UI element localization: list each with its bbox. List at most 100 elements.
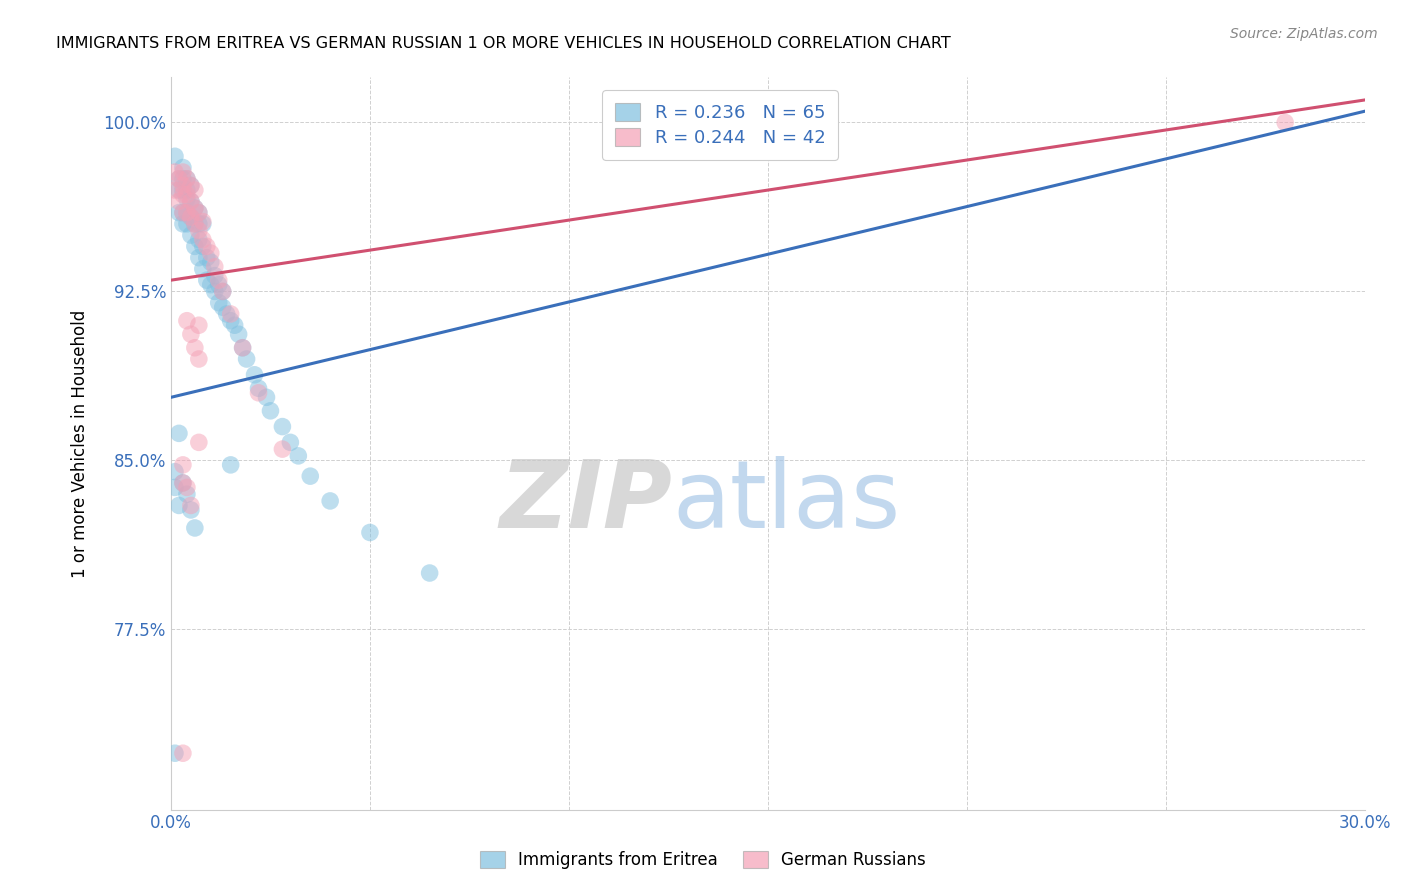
Point [187,224,209,238]
Point [176,217,198,231]
Point [184,201,207,215]
Point [180,178,202,193]
Point [219,458,242,472]
Point [184,341,207,355]
Point [167,194,190,209]
Point [172,205,194,219]
Point [163,465,186,479]
Point [176,205,198,219]
Point [184,201,207,215]
Point [191,217,214,231]
Point [184,217,207,231]
Point [180,194,202,209]
Point [247,385,270,400]
Point [200,277,222,292]
Point [172,217,194,231]
Point [172,171,194,186]
Point [167,171,190,186]
Point [195,239,218,253]
Point [163,165,186,179]
Point [228,327,250,342]
Point [172,161,194,175]
Point [259,404,281,418]
Point [232,341,254,355]
Point [184,521,207,535]
Point [187,205,209,219]
Point [187,217,209,231]
Point [299,469,322,483]
Point [172,205,194,219]
Point [187,233,209,247]
Point [191,239,214,253]
Point [176,192,198,206]
Point [176,171,198,186]
Point [247,381,270,395]
Point [167,205,190,219]
Point [176,187,198,202]
Point [232,341,254,355]
Point [172,458,194,472]
Point [180,499,202,513]
Point [215,307,238,321]
Point [176,171,198,186]
Point [187,435,209,450]
Point [187,351,209,366]
Point [271,419,294,434]
Point [211,285,233,299]
Point [191,233,214,247]
Point [167,171,190,186]
Point [359,525,381,540]
Point [287,449,309,463]
Point [208,277,231,292]
Point [1274,115,1296,129]
Point [172,187,194,202]
Point [271,442,294,456]
Point [224,318,246,333]
Point [200,246,222,260]
Text: Source: ZipAtlas.com: Source: ZipAtlas.com [1230,27,1378,41]
Legend: Immigrants from Eritrea, German Russians: Immigrants from Eritrea, German Russians [470,841,936,880]
Point [191,214,214,228]
Point [176,205,198,219]
Point [172,746,194,760]
Point [180,178,202,193]
Point [172,178,194,193]
Y-axis label: 1 or more Vehicles in Household: 1 or more Vehicles in Household [72,310,89,578]
Point [184,217,207,231]
Point [167,426,190,441]
Point [180,327,202,342]
Point [219,307,242,321]
Point [163,183,186,197]
Point [176,480,198,494]
Point [419,566,441,580]
Point [172,475,194,490]
Point [280,435,302,450]
Point [172,165,194,179]
Point [208,295,231,310]
Point [211,300,233,314]
Point [184,183,207,197]
Point [172,475,194,490]
Point [200,255,222,269]
Point [180,210,202,224]
Point [204,285,226,299]
Text: IMMIGRANTS FROM ERITREA VS GERMAN RUSSIAN 1 OR MORE VEHICLES IN HOUSEHOLD CORREL: IMMIGRANTS FROM ERITREA VS GERMAN RUSSIA… [56,36,950,51]
Point [167,183,190,197]
Text: atlas: atlas [672,456,901,548]
Point [204,268,226,283]
Point [180,503,202,517]
Point [195,273,218,287]
Point [187,205,209,219]
Point [211,285,233,299]
Point [191,261,214,276]
Point [187,318,209,333]
Point [208,273,231,287]
Point [187,251,209,265]
Point [319,494,342,508]
Point [176,183,198,197]
Legend: R = 0.236   N = 65, R = 0.244   N = 42: R = 0.236 N = 65, R = 0.244 N = 42 [602,90,838,160]
Point [172,183,194,197]
Point [180,210,202,224]
Point [219,314,242,328]
Point [163,149,186,163]
